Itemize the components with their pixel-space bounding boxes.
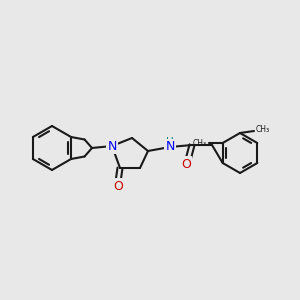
Text: N: N <box>107 140 117 152</box>
Text: O: O <box>113 179 123 193</box>
Text: H: H <box>166 137 174 147</box>
Text: CH₃: CH₃ <box>193 139 207 148</box>
Text: N: N <box>165 140 175 154</box>
Text: O: O <box>181 158 191 170</box>
Text: CH₃: CH₃ <box>256 124 270 134</box>
